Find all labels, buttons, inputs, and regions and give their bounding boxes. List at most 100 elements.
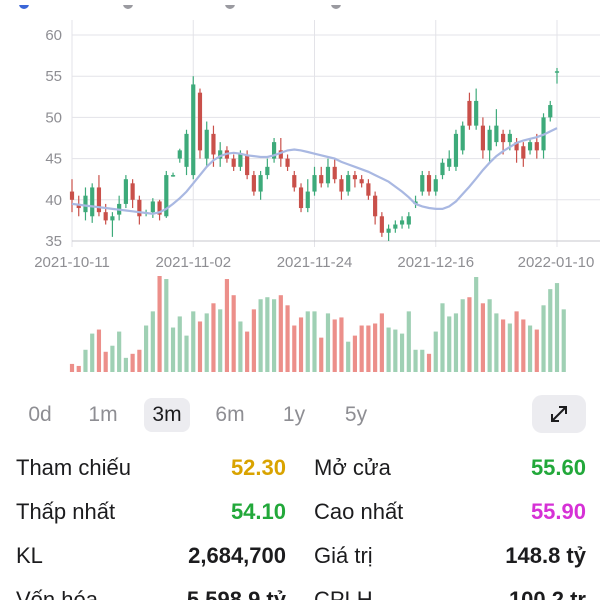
volume-bar (144, 325, 149, 372)
x-tick-label: 2021-10-11 (34, 254, 110, 271)
range-tab-6m[interactable]: 6m (215, 403, 245, 426)
high-price: 55.90 (530, 499, 586, 524)
volume-bar (534, 329, 539, 372)
volume-bar (494, 313, 499, 372)
volume-bar (245, 331, 250, 372)
candle-body (474, 100, 479, 126)
volume-bar (352, 335, 358, 372)
range-tab-1y[interactable]: 1y (282, 403, 306, 426)
reference-price: 52.30 (230, 455, 286, 480)
candle-body (534, 142, 539, 151)
candle-body (312, 175, 317, 192)
range-tab-0d[interactable]: 0d (28, 403, 52, 426)
stat-label: Cao nhất (314, 499, 404, 524)
trade-value: 148.8 tỷ (505, 543, 586, 568)
expand-chart-button[interactable] (532, 395, 586, 433)
volume-bar (278, 295, 283, 372)
candle-body (453, 133, 459, 167)
volume-bar (298, 317, 304, 372)
volume-bar (373, 323, 378, 372)
candle-body (170, 175, 176, 177)
y-tick-label: 35 (45, 233, 62, 250)
volume-bar (453, 313, 459, 372)
candle-body (231, 158, 236, 167)
volume-bar (413, 349, 418, 372)
candle-body (76, 203, 81, 209)
volume-bar (480, 303, 485, 372)
stat-label: KL (16, 543, 43, 568)
stat-market-cap: Vốn hóa 5,598.9 tỷ (16, 580, 286, 600)
candle-body (554, 71, 560, 73)
candle-body (548, 105, 553, 118)
stat-label: Thấp nhất (16, 499, 116, 524)
stat-label: Tham chiếu (16, 455, 131, 480)
candle-body (480, 125, 485, 151)
volume-bar (137, 349, 142, 372)
volume-bar (554, 283, 560, 372)
candle-body (514, 142, 519, 151)
range-tab-1m[interactable]: 1m (88, 403, 118, 426)
y-tick-label: 40 (45, 192, 62, 209)
volume-bar (83, 349, 88, 372)
candle-body (373, 195, 378, 217)
candle-body (191, 84, 196, 176)
volume-bar (447, 316, 452, 372)
volume-bar (197, 321, 203, 372)
volume-bar (379, 313, 384, 372)
x-axis: 2021-10-11 2021-11-02 2021-11-24 2021-12-16… (34, 254, 594, 271)
volume-bar (312, 311, 317, 372)
volume-bar (117, 331, 122, 372)
volume-bar (548, 289, 553, 372)
moving-average (71, 127, 558, 215)
y-tick-label: 60 (45, 27, 62, 44)
volume-bar (170, 327, 176, 372)
range-tab-3m[interactable]: 3m (144, 398, 190, 432)
candle-body (96, 187, 102, 213)
candle-body (346, 175, 351, 192)
candle-body (393, 224, 398, 229)
volume-bar (265, 297, 270, 372)
volume-bar (258, 299, 263, 372)
volume-bar (433, 331, 438, 372)
open-price: 55.60 (530, 455, 586, 480)
candle-body (325, 166, 331, 184)
candle-body (487, 129, 492, 151)
volume-bar (346, 341, 351, 372)
stat-high: Cao nhất 55.90 (314, 492, 586, 532)
candle-body (440, 162, 445, 176)
volume-bar (561, 309, 566, 372)
stat-open: Mở cửa 55.60 (314, 448, 586, 488)
candle-body (177, 150, 182, 159)
price-chart[interactable]: 60 55 50 45 40 35 2021-10-11 2021-11-02 2021-11… (0, 0, 600, 380)
candle-body (130, 183, 135, 200)
candle-body (507, 133, 512, 143)
volume-bar (218, 309, 223, 372)
volume-bar (224, 279, 230, 372)
candle-body (211, 133, 216, 155)
candle-body (319, 175, 324, 184)
candle-body (527, 142, 533, 151)
volume-bar (339, 317, 344, 372)
candle-body (265, 166, 270, 176)
volume-bar (110, 345, 115, 372)
volume-bar (292, 325, 297, 372)
candle-body (204, 129, 209, 159)
volume-bar (406, 311, 411, 372)
range-tab-5y[interactable]: 5y (344, 403, 368, 426)
candle-body (521, 146, 526, 159)
volume-bar (177, 316, 182, 372)
volume-bar (501, 319, 506, 372)
volume-bar (191, 311, 196, 372)
volume-bar (521, 319, 526, 372)
candle-body (352, 175, 358, 180)
volume-bar (359, 325, 364, 372)
candle-body (460, 125, 465, 151)
candle-body (467, 100, 472, 126)
volume-bar (211, 303, 216, 372)
candle-body (251, 175, 256, 192)
y-tick-label: 45 (45, 151, 62, 168)
candle-body (110, 216, 115, 221)
volume-bar (130, 353, 135, 372)
volume-bar (474, 277, 479, 372)
legend-strip-partial (0, 0, 600, 9)
